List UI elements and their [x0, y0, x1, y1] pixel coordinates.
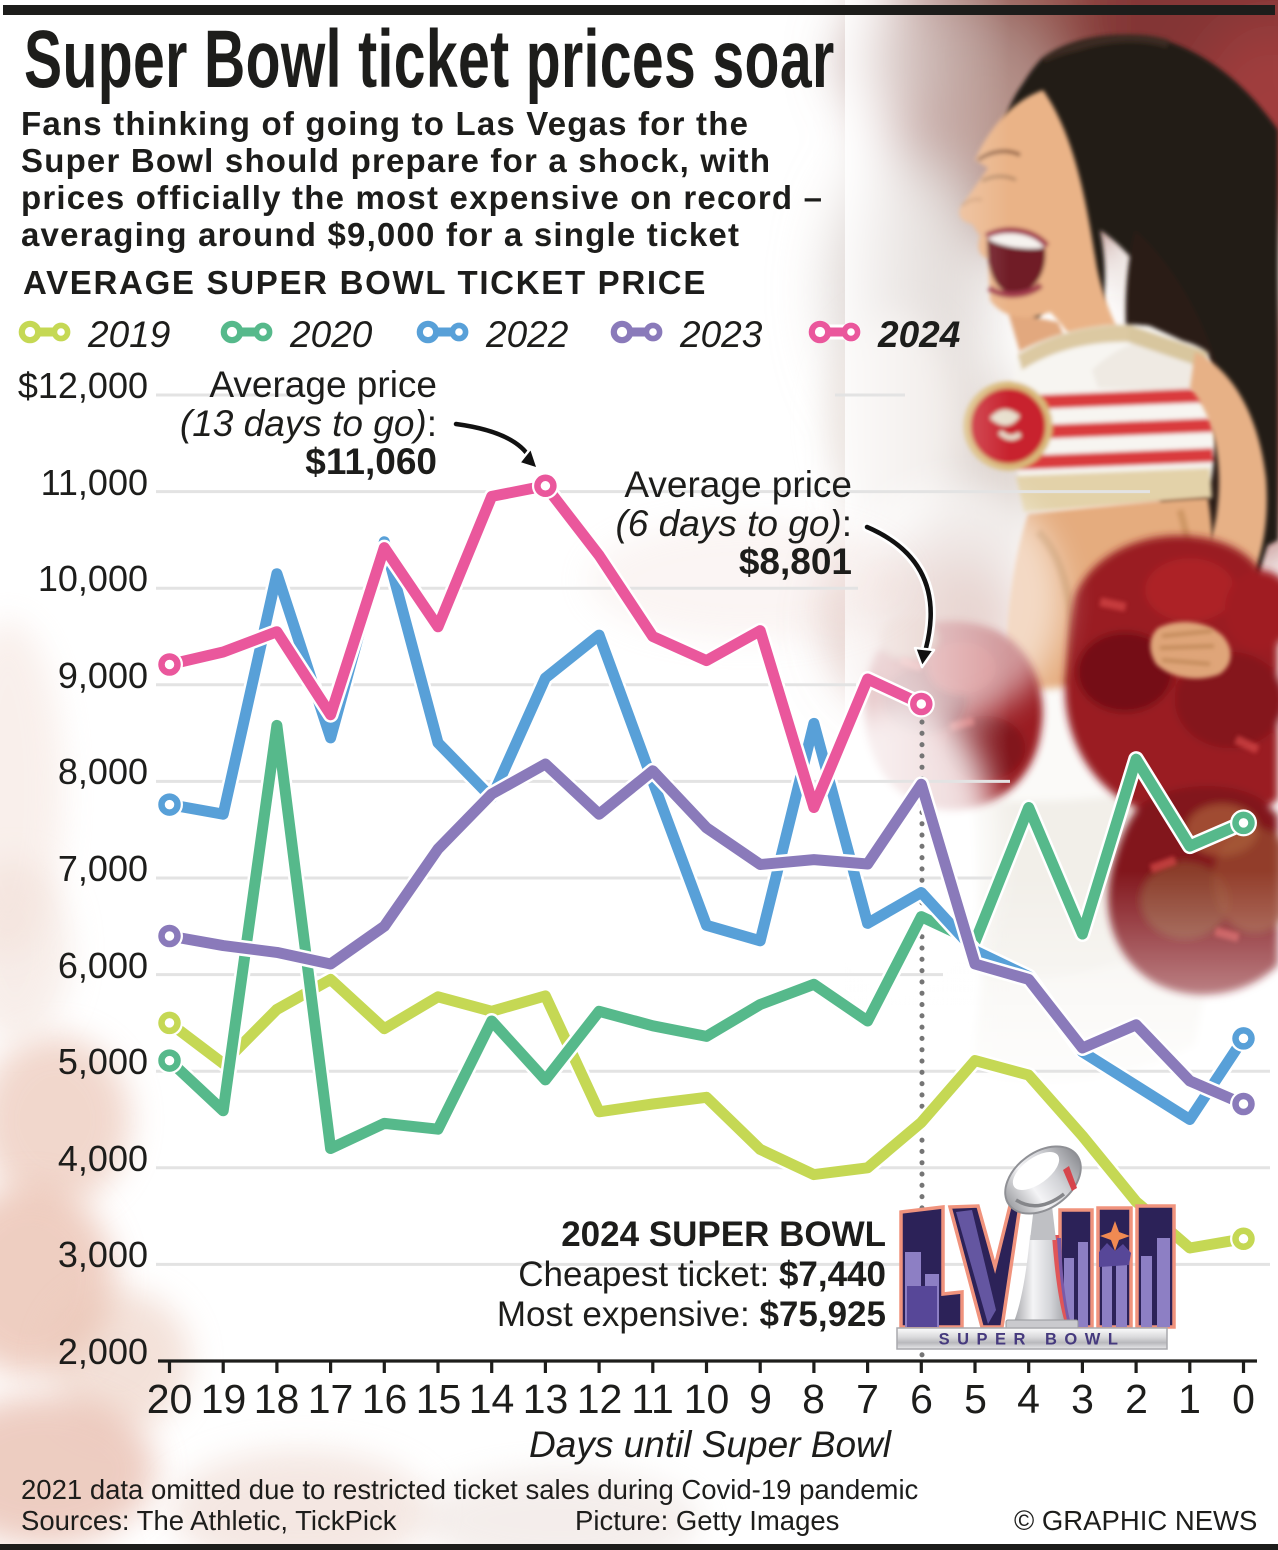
svg-text:SUPER BOWL: SUPER BOWL: [939, 1331, 1126, 1349]
